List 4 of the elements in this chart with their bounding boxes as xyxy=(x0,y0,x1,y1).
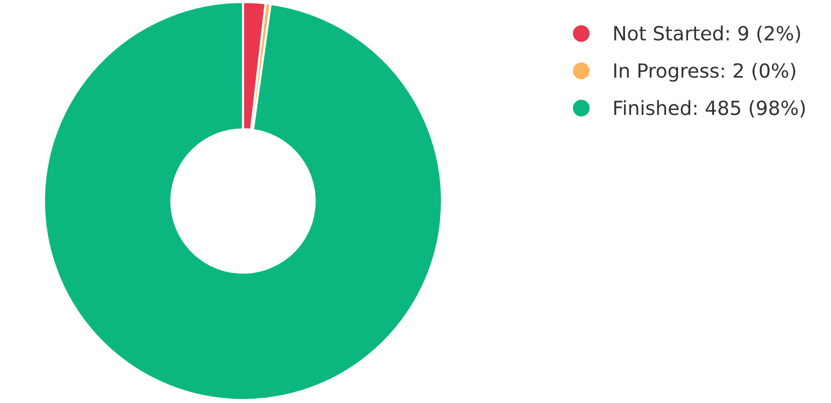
legend-label: Not Started: 9 (2%) xyxy=(614,26,800,43)
legend-label: Finished: 485 (98%) xyxy=(614,100,805,118)
donut-slice xyxy=(42,0,444,402)
legend-label: In Progress: 2 (0%) xyxy=(614,62,796,82)
